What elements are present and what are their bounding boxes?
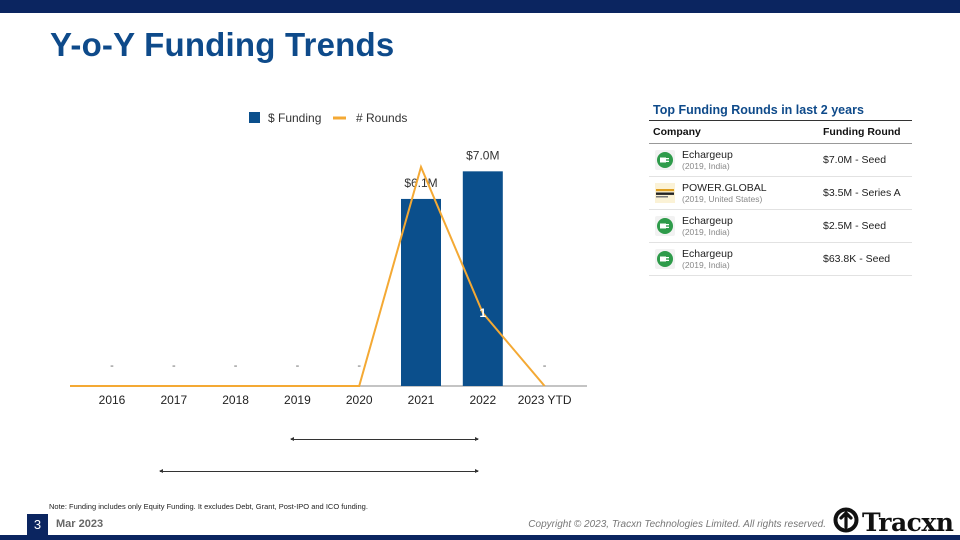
company-name[interactable]: Echargeup [682, 247, 733, 260]
table-header: Company Funding Round [649, 121, 912, 144]
table-row[interactable]: Echargeup (2019, India) $2.5M - Seed [649, 210, 912, 243]
funding-bars [401, 171, 503, 386]
plug-icon [655, 150, 675, 170]
funding-bar-2021 [401, 198, 441, 386]
table-title: Top Funding Rounds in last 2 years [649, 101, 912, 121]
funding-bar-label-2022: $7.0M [466, 148, 499, 162]
legend-label-funding: $ Funding [268, 111, 321, 125]
plug-icon [655, 216, 675, 236]
table-row[interactable]: POWER.GLOBAL (2019, United States) $3.5M… [649, 177, 912, 210]
x-tick-2023 YTD: 2023 YTD [518, 393, 572, 407]
copyright-text: Copyright © 2023, Tracxn Technologies Li… [528, 519, 826, 530]
funding-trends-chart: $ Funding # Rounds - - - - - $6.1M $7.0M - 1 20… [70, 111, 587, 407]
x-axis-tick-labels: 2016 2017 2018 2019 2020 2021 2022 2023 YTD [99, 393, 572, 407]
company-info: Echargeup (2019, India) [682, 149, 733, 172]
header-funding-round: Funding Round [823, 126, 901, 138]
chart-legend: $ Funding # Rounds [249, 111, 407, 125]
rounds-label-2022: 1 [479, 306, 486, 320]
company-meta: (2019, India) [682, 160, 730, 171]
report-date: Mar 2023 [56, 518, 104, 530]
brand-logo: Tracxn [833, 507, 954, 538]
legend-swatch-funding [249, 112, 260, 123]
plug-icon [655, 249, 675, 269]
funding-round-value: $63.8K - Seed [823, 253, 891, 265]
power-global-logo [655, 183, 675, 203]
company-name[interactable]: POWER.GLOBAL [682, 181, 767, 194]
company-cell: Echargeup (2019, India) [649, 149, 819, 172]
x-tick-2017: 2017 [160, 393, 187, 407]
company-meta: (2019, India) [682, 259, 730, 270]
x-tick-2021: 2021 [408, 393, 435, 407]
legend-label-rounds: # Rounds [356, 111, 407, 125]
company-cell: POWER.GLOBAL (2019, United States) [649, 182, 819, 205]
funding-bar-2022 [462, 171, 503, 386]
top-funding-rounds-table: Top Funding Rounds in last 2 years Compa… [649, 101, 912, 276]
company-cell: Echargeup (2019, India) [649, 248, 819, 271]
top-banner [0, 0, 960, 13]
funding-bar-labels: - - - - - $6.1M $7.0M - [110, 148, 547, 372]
company-cell: Echargeup (2019, India) [649, 215, 819, 238]
company-info: Echargeup (2019, India) [682, 248, 733, 271]
header-company: Company [653, 126, 701, 138]
company-info: Echargeup (2019, India) [682, 215, 733, 238]
page-number: 3 [27, 514, 48, 535]
footnote: Note: Funding includes only Equity Fundi… [49, 502, 368, 511]
x-tick-2019: 2019 [284, 393, 311, 407]
funding-bar-label-2019: - [296, 360, 300, 372]
funding-bar-label-2017: - [172, 360, 176, 372]
funding-round-value: $7.0M - Seed [823, 154, 887, 166]
company-meta: (2019, India) [682, 226, 730, 237]
funding-bar-label-2016: - [110, 360, 114, 372]
x-tick-2016: 2016 [99, 393, 126, 407]
page-title: Y-o-Y Funding Trends [50, 26, 395, 63]
tracxn-logo-icon [833, 507, 859, 538]
bottom-banner [0, 535, 960, 540]
company-name[interactable]: Echargeup [682, 148, 733, 161]
funding-bar-label-2023 YTD: - [543, 360, 547, 372]
rounds-line [70, 163, 546, 387]
table-row[interactable]: Echargeup (2019, India) $63.8K - Seed [649, 243, 912, 276]
company-info: POWER.GLOBAL (2019, United States) [682, 182, 767, 205]
x-tick-2020: 2020 [346, 393, 373, 407]
company-name[interactable]: Echargeup [682, 214, 733, 227]
funding-bar-label-2020: - [357, 360, 361, 372]
funding-round-value: $2.5M - Seed [823, 220, 887, 232]
funding-bar-label-2021: $6.1M [404, 176, 437, 190]
table-row[interactable]: Echargeup (2019, India) $7.0M - Seed [649, 144, 912, 177]
funding-round-value: $3.5M - Series A [823, 187, 901, 199]
funding-bar-label-2018: - [234, 360, 238, 372]
company-meta: (2019, United States) [682, 193, 763, 204]
range-arrow-long [159, 469, 479, 473]
rounds-labels: 1 [479, 306, 486, 320]
x-tick-2018: 2018 [222, 393, 249, 407]
range-arrow-short [290, 437, 479, 441]
brand-name: Tracxn [862, 507, 954, 537]
x-tick-2022: 2022 [469, 393, 496, 407]
